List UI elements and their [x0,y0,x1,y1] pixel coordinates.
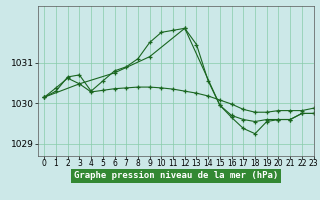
X-axis label: Graphe pression niveau de la mer (hPa): Graphe pression niveau de la mer (hPa) [74,171,278,180]
